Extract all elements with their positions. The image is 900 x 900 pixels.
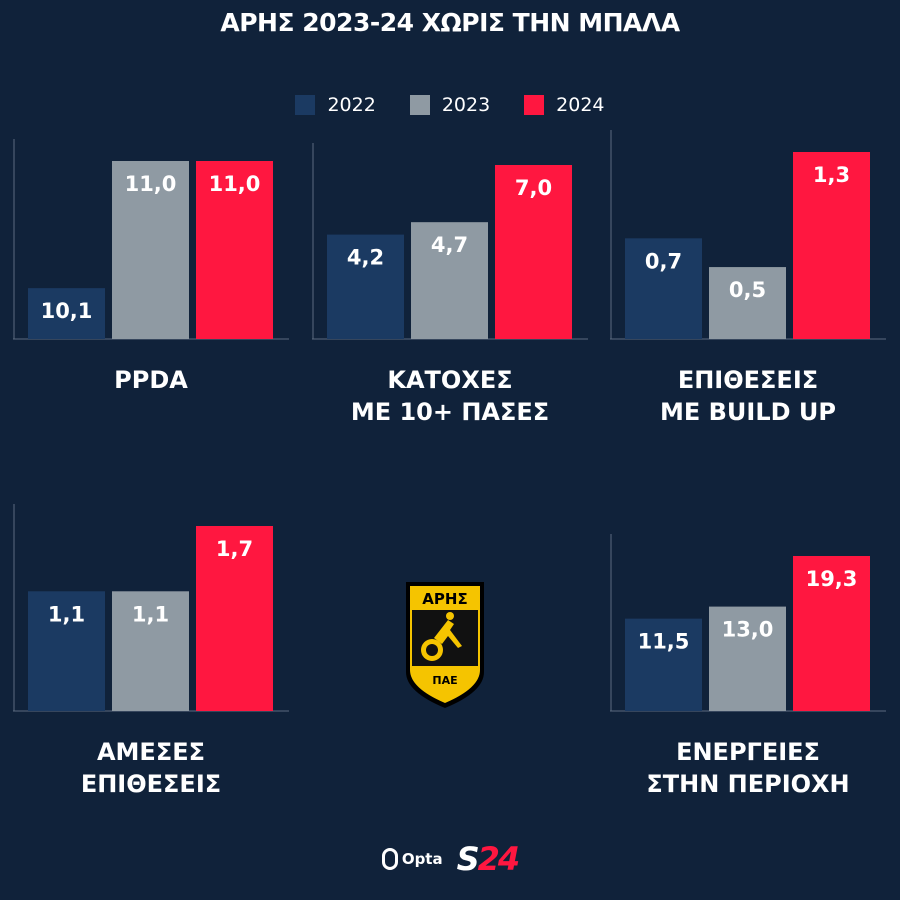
chart-2-value-label-2024: 1,3 bbox=[813, 163, 850, 187]
legend-swatch-2024 bbox=[524, 95, 545, 115]
footer-logos: Opta S24 bbox=[0, 840, 900, 878]
chart-3-value-label-2024: 1,7 bbox=[216, 537, 253, 561]
opta-logo: Opta bbox=[381, 848, 443, 870]
chart-3-bar-2022 bbox=[28, 591, 105, 711]
chart-1-value-label-2023: 4,7 bbox=[431, 233, 468, 257]
chart-4-bar-2022 bbox=[625, 618, 702, 711]
chart-0-bar-2024 bbox=[196, 161, 273, 339]
chart-4-value-label-2023: 13,0 bbox=[722, 618, 774, 642]
legend-item-2023: 2023 bbox=[409, 94, 491, 116]
legend-label-2023: 2023 bbox=[441, 94, 491, 116]
chart-1-bar-2023 bbox=[411, 222, 488, 339]
legend-item-2022: 2022 bbox=[295, 94, 376, 116]
s24-logo-24: 24 bbox=[477, 840, 521, 878]
chart-2-value-label-2023: 0,5 bbox=[729, 278, 766, 302]
chart-1-value-label-2022: 4,2 bbox=[347, 246, 384, 270]
s24-logo: S24 bbox=[456, 840, 521, 878]
chart-2-bar-2023 bbox=[709, 267, 786, 339]
chart-4-category-label-0: ΕΝΕΡΓΕΙΕΣ bbox=[676, 738, 820, 766]
chart-3-bar-2023 bbox=[112, 591, 189, 711]
s24-logo-s: S bbox=[456, 840, 480, 878]
chart-1-value-label-2024: 7,0 bbox=[515, 176, 552, 200]
chart-0-bar-2023 bbox=[112, 161, 189, 339]
crest-top-text: ΑΡΗΣ bbox=[422, 590, 467, 608]
chart-3-category-label-1: ΕΠΙΘΕΣΕΙΣ bbox=[81, 770, 221, 798]
chart-title: ΑΡΗΣ 2023-24 ΧΩΡΙΣ ΤΗΝ ΜΠΑΛΑ bbox=[220, 8, 680, 37]
chart-1-bar-2024 bbox=[495, 165, 572, 339]
chart-2-category-label-1: ΜΕ BUILD UP bbox=[660, 398, 836, 426]
chart-2-bar-2022 bbox=[625, 238, 702, 339]
chart-4-bar-2023 bbox=[709, 606, 786, 711]
aris-crest-logo: ΑΡΗΣ ΠΑΕ bbox=[406, 582, 484, 708]
legend-swatch-2023 bbox=[409, 95, 430, 115]
chart-3-category-label-0: ΑΜΕΣΕΣ bbox=[97, 738, 205, 766]
legend-label-2024: 2024 bbox=[556, 94, 605, 116]
legend-swatch-2022 bbox=[295, 95, 316, 115]
chart-3-value-label-2022: 1,1 bbox=[48, 602, 85, 626]
opta-text: Opta bbox=[401, 850, 443, 868]
chart-0-value-label-2024: 11,0 bbox=[209, 172, 261, 196]
legend: 2022 2023 2024 bbox=[0, 94, 900, 116]
crest-bottom-text: ΠΑΕ bbox=[432, 674, 457, 687]
chart-0-value-label-2022: 10,1 bbox=[41, 299, 93, 323]
chart-4-bar-2024 bbox=[793, 556, 870, 711]
chart-0-category-label-0: PPDA bbox=[114, 366, 188, 394]
legend-label-2022: 2022 bbox=[327, 94, 376, 116]
chart-2-value-label-2022: 0,7 bbox=[645, 249, 682, 273]
chart-2-category-label-0: ΕΠΙΘΕΣΕΙΣ bbox=[678, 366, 818, 394]
chart-0-bar-2022 bbox=[28, 288, 105, 339]
chart-3-bar-2024 bbox=[196, 526, 273, 711]
chart-1-category-label-1: ΜΕ 10+ ΠΑΣΕΣ bbox=[351, 398, 549, 426]
chart-2-bar-2024 bbox=[793, 152, 870, 339]
chart-0-value-label-2023: 11,0 bbox=[125, 172, 177, 196]
chart-4-category-label-1: ΣΤΗΝ ΠΕΡΙΟΧΗ bbox=[646, 770, 849, 798]
legend-item-2024: 2024 bbox=[524, 94, 605, 116]
chart-4-value-label-2022: 11,5 bbox=[638, 630, 690, 654]
chart-1-category-label-0: ΚΑΤΟΧΕΣ bbox=[387, 366, 512, 394]
chart-4-value-label-2024: 19,3 bbox=[806, 567, 858, 591]
chart-1-bar-2022 bbox=[327, 234, 404, 339]
opta-mark-icon bbox=[381, 848, 398, 870]
chart-3-value-label-2023: 1,1 bbox=[132, 602, 169, 626]
